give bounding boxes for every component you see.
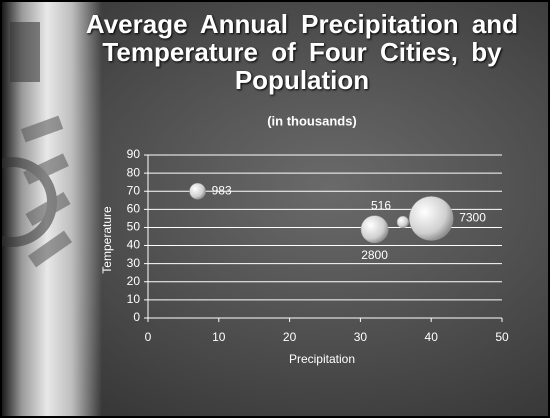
x-axis-title: Precipitation [289, 352, 355, 366]
bubble [189, 182, 206, 200]
x-tick-label: 50 [495, 330, 509, 344]
y-tick-label: 30 [127, 256, 141, 270]
y-tick-label: 10 [127, 292, 141, 306]
y-tick-label: 0 [133, 310, 140, 324]
bubble [408, 196, 454, 241]
y-tick-label: 40 [127, 238, 141, 252]
decoration [2, 2, 102, 416]
gear-art [2, 22, 73, 268]
data-label: 983 [212, 183, 232, 197]
x-tick-label: 10 [212, 330, 226, 344]
y-tick-label: 50 [127, 220, 141, 234]
y-tick-label: 20 [127, 274, 141, 288]
chart-title: Average Annual Precipitation and Tempera… [85, 9, 519, 95]
bubble [360, 215, 389, 244]
y-axis-title: Temperature [100, 206, 114, 274]
data-label: 2800 [361, 248, 388, 262]
y-tick-label: 70 [127, 183, 141, 197]
x-tick-label: 0 [145, 330, 152, 344]
y-tick-label: 60 [127, 202, 141, 216]
x-tick-label: 30 [354, 330, 368, 344]
data-label: 7300 [459, 211, 486, 225]
chart-subtitle: (in thousands) [267, 113, 357, 128]
y-tick-label: 90 [127, 147, 141, 161]
x-tick-label: 20 [283, 330, 297, 344]
x-tick-label: 40 [425, 330, 439, 344]
bubble [396, 215, 409, 229]
y-tick-label: 80 [127, 165, 141, 179]
data-label: 516 [371, 198, 391, 212]
